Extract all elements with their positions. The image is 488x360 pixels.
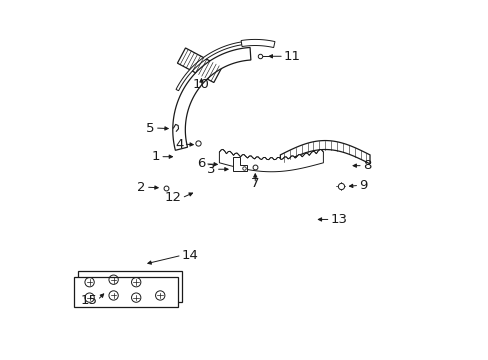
Text: 6: 6 — [196, 157, 204, 170]
FancyBboxPatch shape — [74, 277, 178, 307]
Text: 4: 4 — [175, 138, 183, 150]
Polygon shape — [177, 48, 222, 82]
FancyBboxPatch shape — [78, 271, 182, 302]
Polygon shape — [172, 48, 250, 150]
Text: 2: 2 — [137, 181, 145, 194]
Text: 5: 5 — [146, 122, 155, 135]
Text: 1: 1 — [151, 150, 160, 163]
Text: 12: 12 — [164, 192, 182, 204]
Polygon shape — [233, 157, 247, 171]
Polygon shape — [219, 149, 323, 172]
Polygon shape — [280, 140, 369, 164]
Text: 7: 7 — [250, 177, 259, 190]
Text: 8: 8 — [362, 159, 370, 172]
Text: 10: 10 — [193, 78, 209, 91]
Text: 14: 14 — [182, 249, 198, 262]
Polygon shape — [241, 40, 274, 48]
Text: 9: 9 — [359, 179, 367, 192]
Text: 15: 15 — [81, 294, 97, 307]
Text: 11: 11 — [284, 50, 300, 63]
Text: 3: 3 — [207, 163, 215, 176]
Polygon shape — [176, 42, 241, 91]
Text: 13: 13 — [330, 213, 347, 226]
